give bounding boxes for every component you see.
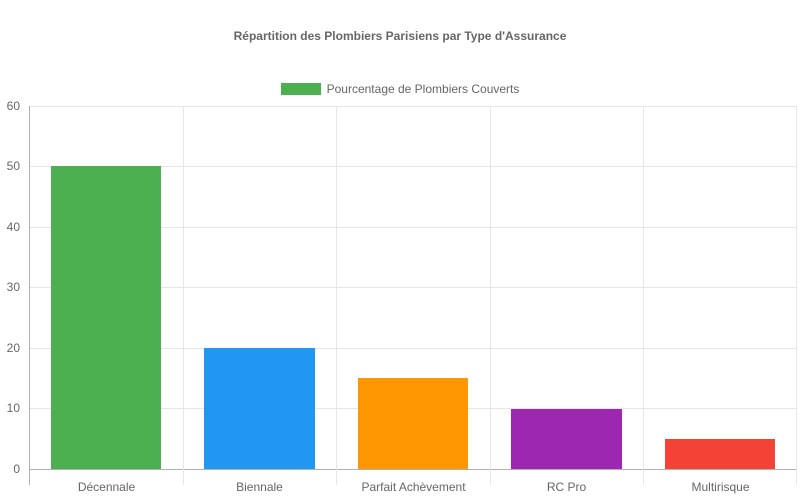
legend[interactable]: Pourcentage de Plombiers Couverts — [0, 82, 800, 96]
gridline-vertical — [490, 106, 491, 485]
x-axis-line — [30, 469, 797, 470]
legend-swatch — [280, 83, 321, 95]
y-tick-label: 40 — [6, 220, 20, 234]
bar-decennale[interactable] — [51, 166, 161, 469]
x-tick-label: Biennale — [236, 480, 283, 494]
y-tick-label: 20 — [6, 341, 20, 355]
gridline — [30, 348, 797, 349]
gridline — [30, 287, 797, 288]
y-tick-label: 10 — [6, 401, 20, 415]
y-tick-label: 0 — [13, 462, 20, 476]
gridline-vertical — [796, 106, 797, 485]
y-tick-label: 50 — [6, 159, 20, 173]
x-tick-label: Parfait Achèvement — [361, 480, 466, 494]
bar-rc-pro[interactable] — [511, 409, 622, 469]
y-tick-label: 30 — [6, 280, 20, 294]
bar-multirisque[interactable] — [665, 439, 775, 469]
bar-biennale[interactable] — [204, 348, 315, 469]
y-axis-line — [29, 106, 30, 485]
x-tick-label: Décennale — [77, 480, 136, 494]
x-tick-label: Multirisque — [691, 480, 750, 494]
gridline — [30, 227, 797, 228]
legend-label: Pourcentage de Plombiers Couverts — [326, 82, 520, 96]
gridline-vertical — [336, 106, 337, 485]
y-tick-label: 60 — [6, 99, 20, 113]
gridline — [30, 106, 797, 107]
bar-parfait-achevement[interactable] — [358, 378, 468, 469]
gridline-vertical — [183, 106, 184, 485]
x-tick-label: RC Pro — [546, 480, 587, 494]
gridline — [30, 166, 797, 167]
gridline-vertical — [643, 106, 644, 485]
chart-title: Répartition des Plombiers Parisiens par … — [233, 29, 567, 43]
